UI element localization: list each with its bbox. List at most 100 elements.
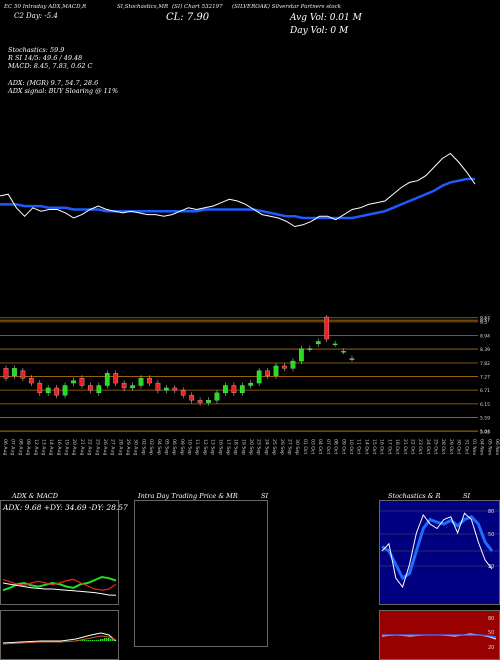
date-axis: 06 Aug 07 Aug 08 Aug 09 Aug 12 Aug 13 Aug 14 A…	[2, 439, 500, 456]
date-label: 27 Sep	[286, 439, 292, 455]
ma-chart	[0, 152, 476, 228]
candle	[223, 385, 228, 394]
adx-macd-title: ADX & MACD	[12, 492, 58, 500]
candle	[307, 348, 313, 350]
date-label: 16 Sep	[217, 439, 223, 455]
candle	[88, 385, 93, 391]
candle	[189, 395, 195, 401]
date-label: 17 Sep	[225, 439, 231, 455]
date-label: 08 Aug	[17, 439, 23, 455]
macd-value: MACD: 8.45, 7.83, 0.62 C	[8, 62, 93, 70]
candle	[113, 373, 119, 384]
header-line-1: EC 50 Intraday ADX,MACD,R	[4, 4, 87, 10]
macd-histogram-bar	[84, 640, 86, 641]
date-label: 23 Sep	[256, 439, 262, 455]
macd-histogram-bar	[88, 640, 90, 641]
date-label: 24 Sep	[263, 439, 269, 455]
avg-volume: Avg Vol: 0.01 M	[290, 13, 362, 23]
candle	[341, 351, 346, 353]
candle	[45, 387, 51, 394]
date-label: 06 Nov	[494, 439, 500, 456]
macd-line	[2, 632, 117, 644]
date-label: 29 Aug	[125, 439, 131, 455]
date-label: 22 Oct	[409, 439, 415, 454]
level-label: 8.94	[480, 334, 490, 340]
candle	[206, 400, 211, 403]
date-label: 15 Oct	[371, 439, 377, 454]
stoch-rsi-title: Stochastics & R	[388, 492, 441, 500]
date-label: 30 Aug	[133, 439, 139, 455]
level-label: 7.82	[480, 361, 490, 367]
adx-line	[2, 582, 117, 596]
macd-histogram-bar	[82, 640, 84, 641]
macd-histogram-bar	[94, 640, 96, 641]
date-label: 14 Oct	[363, 439, 369, 454]
date-label: 09 Sep	[179, 439, 185, 455]
date-label: 16 Aug	[56, 439, 62, 455]
candle	[231, 385, 237, 394]
date-label: 25 Sep	[271, 439, 277, 455]
date-label: 30 Sep	[294, 439, 300, 455]
moving-average-line	[0, 177, 475, 220]
candle	[290, 360, 296, 369]
level-label: 5.03	[480, 429, 490, 435]
candle	[96, 385, 102, 394]
date-label: 30 Oct	[456, 439, 462, 454]
candle	[138, 378, 144, 386]
macd-histogram-bar	[110, 639, 112, 641]
date-label: 18 Oct	[394, 439, 400, 454]
level-label: 8.39	[480, 347, 490, 353]
adx-panel: ADX: 9.68 +DY: 34.69 -DY: 28.57	[0, 500, 128, 605]
candle	[282, 365, 287, 369]
adx-values: ADX: 9.68 +DY: 34.69 -DY: 28.57	[3, 503, 128, 512]
macd-histogram-bar	[112, 639, 114, 641]
date-label: 06 Aug	[2, 439, 8, 455]
stochastic-k-line	[381, 512, 493, 589]
level-label: 9.5	[480, 320, 487, 326]
date-label: 01 Oct	[302, 439, 308, 454]
date-label: 05 Sep	[163, 439, 169, 455]
candle	[121, 382, 127, 389]
date-label: 24 Oct	[425, 439, 431, 454]
date-label: 19 Aug	[64, 439, 70, 455]
date-label: 26 Aug	[102, 439, 108, 455]
date-label: 17 Oct	[386, 439, 392, 454]
macd-histogram-bar	[86, 640, 88, 641]
level-label: 5.59	[480, 416, 490, 422]
candle	[248, 382, 254, 386]
date-label: 04 Sep	[156, 439, 162, 455]
macd-histogram-bar	[106, 638, 108, 641]
candle	[12, 368, 17, 376]
date-label: 12 Sep	[202, 439, 208, 455]
candle	[315, 341, 321, 345]
date-label: 01 Nov	[471, 439, 477, 456]
candle	[180, 390, 186, 396]
macd-histogram-bar	[108, 638, 110, 641]
date-label: 22 Aug	[87, 439, 93, 455]
svg-text:50: 50	[488, 532, 494, 538]
date-label: 10 Oct	[348, 439, 354, 454]
adx-value: ADX: (MGR) 9.7, 54.7, 28.6	[8, 79, 99, 87]
stochastics-panel: 80 50 20	[379, 500, 500, 605]
plus-di-line	[2, 575, 117, 592]
date-label: 08 Oct	[333, 439, 339, 454]
date-label: 12 Aug	[33, 439, 39, 455]
date-label: 02 Sep	[140, 439, 146, 455]
svg-text:80: 80	[488, 509, 494, 515]
date-label: 28 Oct	[440, 439, 446, 454]
candle	[324, 316, 330, 340]
macd-histogram-bar	[102, 639, 104, 641]
svg-text:20: 20	[488, 564, 494, 570]
candle	[239, 385, 245, 394]
candle	[3, 368, 9, 379]
rsi-smooth-line	[382, 634, 497, 638]
date-label: 21 Aug	[79, 439, 85, 455]
level-label: 5.04	[480, 429, 490, 435]
date-label: 28 Aug	[117, 439, 123, 455]
level-label: 6.71	[480, 388, 490, 394]
candle	[104, 373, 110, 386]
adx-signal: ADX signal: BUY Sloaring @ 11%	[8, 87, 119, 95]
date-label: 09 Oct	[340, 439, 346, 454]
candle	[20, 370, 26, 379]
date-label: 13 Sep	[210, 439, 216, 455]
